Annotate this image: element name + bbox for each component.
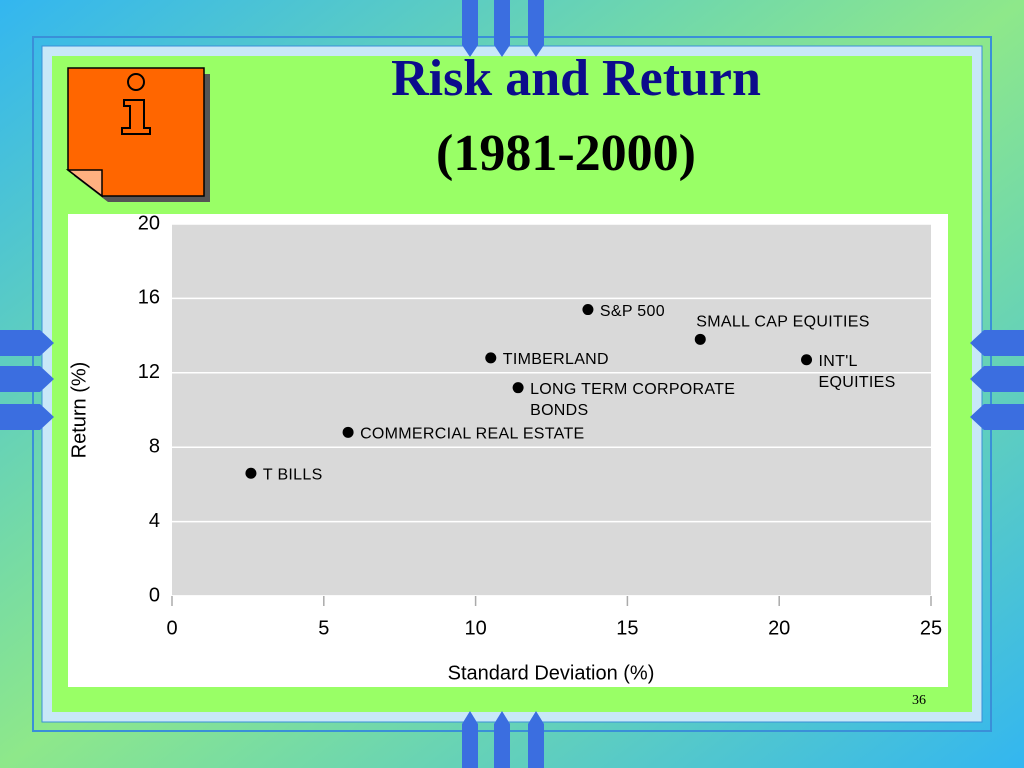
info-icon bbox=[65, 67, 210, 202]
point bbox=[694, 333, 706, 345]
y-axis-label: Return (%) bbox=[68, 362, 90, 459]
point-label: COMMERCIAL REAL ESTATE bbox=[360, 426, 584, 443]
slide-title: Risk and Return bbox=[391, 50, 761, 107]
y-tick-label: 8 bbox=[149, 435, 160, 457]
x-tick-label: 25 bbox=[920, 617, 942, 639]
point-label: SMALL CAP EQUITIES bbox=[696, 314, 869, 331]
y-tick-label: 20 bbox=[138, 212, 160, 234]
point-label: INT'L bbox=[819, 353, 858, 370]
point bbox=[245, 467, 257, 479]
point-label: LONG TERM CORPORATE bbox=[530, 381, 735, 398]
x-tick-label: 10 bbox=[464, 617, 486, 639]
point bbox=[801, 354, 813, 366]
slide-number: 36 bbox=[912, 693, 926, 708]
point-label: T BILLS bbox=[263, 466, 323, 483]
x-tick-label: 20 bbox=[768, 617, 790, 639]
point bbox=[342, 426, 354, 438]
point bbox=[485, 352, 497, 364]
x-tick-label: 5 bbox=[318, 617, 329, 639]
point-label: BONDS bbox=[530, 402, 588, 419]
y-tick-label: 4 bbox=[149, 510, 160, 532]
point-label: TIMBERLAND bbox=[503, 351, 609, 368]
y-tick-label: 12 bbox=[138, 361, 160, 383]
slide-subtitle: (1981-2000) bbox=[436, 125, 696, 182]
x-tick-label: 15 bbox=[616, 617, 638, 639]
point bbox=[512, 382, 524, 394]
plot-area bbox=[172, 224, 931, 596]
y-tick-label: 16 bbox=[138, 287, 160, 309]
y-tick-label: 0 bbox=[149, 584, 160, 606]
x-tick-label: 0 bbox=[166, 617, 177, 639]
point-label: EQUITIES bbox=[819, 374, 896, 391]
point-label: S&P 500 bbox=[600, 303, 665, 320]
x-axis-label: Standard Deviation (%) bbox=[448, 662, 655, 684]
point bbox=[582, 304, 594, 316]
